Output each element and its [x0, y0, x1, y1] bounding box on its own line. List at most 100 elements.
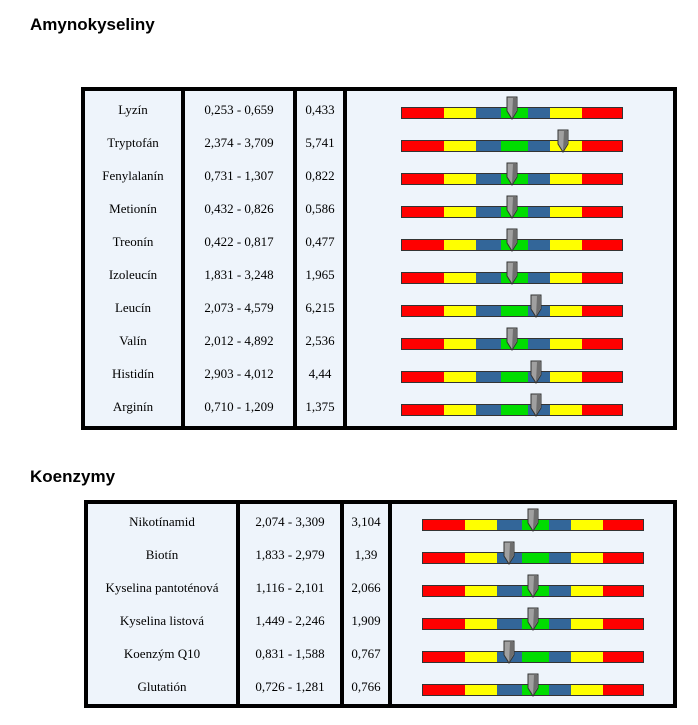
scale-segment — [550, 108, 583, 118]
value-cell: 0,433 — [305, 102, 335, 117]
scale-segment — [402, 240, 445, 250]
scale-segment — [444, 306, 476, 316]
scale-segment — [475, 141, 501, 151]
name-cell: Izoleucín — [108, 267, 158, 282]
scale-segment — [549, 553, 572, 563]
down-arrow-marker-icon — [506, 162, 518, 186]
down-arrow-marker-icon — [530, 294, 542, 318]
section-title-koenzymy: Koenzymy — [30, 467, 116, 486]
scale-segment — [500, 141, 529, 151]
scale-segment — [402, 306, 445, 316]
scale-segment — [465, 520, 497, 530]
name-cell: Glutatión — [137, 679, 187, 694]
range-cell: 0,726 - 1,281 — [255, 679, 325, 694]
range-cell: 1,831 - 3,248 — [204, 267, 274, 282]
range-cell: 2,012 - 4,892 — [204, 333, 274, 348]
scale-segment — [423, 685, 466, 695]
scale-segment — [603, 586, 643, 596]
value-cell: 1,909 — [351, 613, 381, 628]
scale-segment — [423, 553, 466, 563]
scale-segment — [603, 652, 643, 662]
scale-segment — [550, 339, 583, 349]
scale-segment — [444, 174, 476, 184]
down-arrow-marker-icon — [530, 360, 542, 384]
value-cell: 5,741 — [305, 135, 335, 150]
scale-segment — [465, 553, 497, 563]
scale-segment — [423, 619, 466, 629]
name-cell: Koenzým Q10 — [123, 646, 201, 661]
scale-segment — [582, 141, 622, 151]
name-cell: Kyselina listová — [119, 613, 205, 628]
scale-segment — [528, 339, 551, 349]
reference-scale-bar — [422, 651, 644, 663]
scale-segment — [475, 405, 501, 415]
down-arrow-marker-icon — [506, 96, 518, 120]
down-arrow-marker-icon — [503, 541, 515, 565]
name-cell: Fenylalanín — [102, 168, 164, 183]
down-arrow-marker-icon — [527, 607, 539, 631]
scale-segment — [475, 108, 501, 118]
down-arrow-marker-icon — [506, 228, 518, 252]
scale-segment — [444, 273, 476, 283]
scale-segment — [582, 108, 622, 118]
scale-segment — [475, 240, 501, 250]
scale-segment — [549, 652, 572, 662]
scale-segment — [550, 174, 583, 184]
scale-segment — [582, 273, 622, 283]
scale-segment — [550, 306, 583, 316]
scale-segment — [475, 273, 501, 283]
scale-segment — [444, 372, 476, 382]
range-cell: 2,903 - 4,012 — [204, 366, 274, 381]
value-cell: 0,586 — [305, 201, 335, 216]
scale-segment — [582, 339, 622, 349]
scale-segment — [500, 405, 529, 415]
range-cell: 2,073 - 4,579 — [204, 300, 274, 315]
value-cell: 3,104 — [351, 514, 381, 529]
scale-segment — [475, 207, 501, 217]
scale-segment — [402, 207, 445, 217]
scale-segment — [521, 553, 550, 563]
scale-segment — [549, 619, 572, 629]
scale-segment — [402, 174, 445, 184]
range-cell: 0,253 - 0,659 — [204, 102, 274, 117]
range-column: 2,074 - 3,309 1,833 - 2,979 1,116 - 2,101 1… — [240, 504, 340, 704]
scale-segment — [582, 174, 622, 184]
section-title-amynokyseliny: Amynokyseliny — [30, 15, 155, 34]
down-arrow-marker-icon — [506, 195, 518, 219]
scale-segment — [475, 372, 501, 382]
scale-segment — [550, 240, 583, 250]
name-cell: Valín — [119, 333, 147, 348]
scale-segment — [528, 207, 551, 217]
scale-segment — [549, 586, 572, 596]
scale-segment — [528, 141, 551, 151]
reference-scale-bar — [401, 404, 623, 416]
scale-segment — [465, 619, 497, 629]
scale-segment — [402, 339, 445, 349]
scale-segment — [423, 652, 466, 662]
scale-segment — [475, 306, 501, 316]
scale-segment — [521, 652, 550, 662]
scale-segment — [571, 553, 604, 563]
down-arrow-marker-icon — [506, 327, 518, 351]
down-arrow-marker-icon — [527, 508, 539, 532]
scale-segment — [402, 273, 445, 283]
name-cell: Metionín — [109, 201, 157, 216]
scale-segment — [475, 174, 501, 184]
reference-scale-bar — [401, 140, 623, 152]
scale-segment — [571, 586, 604, 596]
scale-segment — [603, 553, 643, 563]
scale-segment — [603, 685, 643, 695]
scale-column — [347, 91, 673, 426]
range-cell: 0,422 - 0,817 — [204, 234, 274, 249]
scale-segment — [571, 520, 604, 530]
scale-segment — [444, 405, 476, 415]
value-column: 0,433 5,741 0,822 0,586 0,477 1,965 6,215 2,536… — [297, 91, 343, 426]
value-column: 3,104 1,39 2,066 1,909 0,767 0,766 — [344, 504, 388, 704]
range-cell: 1,116 - 2,101 — [255, 580, 325, 595]
range-cell: 2,374 - 3,709 — [204, 135, 274, 150]
value-cell: 0,767 — [351, 646, 381, 661]
scale-segment — [549, 520, 572, 530]
scale-segment — [528, 273, 551, 283]
value-cell: 1,375 — [305, 399, 335, 414]
reference-scale-bar — [401, 305, 623, 317]
